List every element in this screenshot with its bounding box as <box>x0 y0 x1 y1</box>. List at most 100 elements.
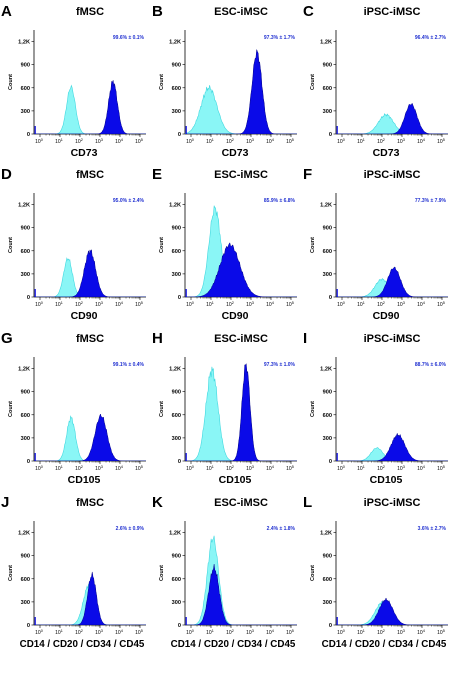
x-tick-label: 103 <box>95 629 103 636</box>
x-tick-base: 10 <box>246 466 252 472</box>
x-tick-base: 10 <box>357 139 363 145</box>
x-tick-exponent: 0 <box>192 138 194 142</box>
x-axis-label: CD105 <box>219 474 252 486</box>
x-tick-label: 105 <box>437 629 445 636</box>
x-tick-exponent: 5 <box>292 301 294 305</box>
y-tick-label: 0 <box>27 459 30 465</box>
positive-percentage: 3.6% ± 2.7% <box>418 526 447 532</box>
x-tick-label: 100 <box>186 629 194 636</box>
x-tick-exponent: 5 <box>443 629 445 633</box>
x-tick-label: 105 <box>286 465 294 472</box>
y-tick-label: 600 <box>323 577 332 583</box>
y-tick-label: 300 <box>323 600 332 606</box>
x-tick-label: 103 <box>246 465 254 472</box>
x-tick-exponent: 1 <box>61 138 63 142</box>
x-tick-exponent: 5 <box>141 629 143 633</box>
y-axis-label: Count <box>159 237 165 253</box>
x-tick-exponent: 2 <box>232 629 234 633</box>
panel-letter: I <box>303 330 307 347</box>
x-tick-exponent: 1 <box>363 301 365 305</box>
y-axis-label: Count <box>159 401 165 417</box>
x-tick-base: 10 <box>397 302 403 308</box>
x-tick-base: 10 <box>186 630 192 636</box>
x-tick-exponent: 2 <box>81 629 83 633</box>
x-tick-exponent: 4 <box>272 138 274 142</box>
x-tick-label: 102 <box>377 301 385 308</box>
y-tick-label: 600 <box>21 249 30 255</box>
panel-title: fMSC <box>76 497 104 509</box>
y-tick-label: 300 <box>21 272 30 278</box>
y-axis-label: Count <box>8 237 14 253</box>
x-tick-base: 10 <box>437 302 443 308</box>
x-tick-label: 101 <box>55 629 63 636</box>
x-tick-exponent: 4 <box>423 138 425 142</box>
x-tick-label: 100 <box>186 138 194 145</box>
x-tick-base: 10 <box>206 302 212 308</box>
y-tick-label: 1,2K <box>320 203 332 209</box>
x-tick-label: 100 <box>35 465 43 472</box>
x-tick-base: 10 <box>266 302 272 308</box>
x-tick-base: 10 <box>226 139 232 145</box>
y-axis-label: Count <box>8 401 14 417</box>
x-tick-exponent: 0 <box>343 629 345 633</box>
marker-histogram <box>34 80 146 134</box>
x-tick-label: 102 <box>377 465 385 472</box>
x-tick-base: 10 <box>95 466 101 472</box>
x-tick-label: 100 <box>35 138 43 145</box>
x-tick-exponent: 4 <box>423 465 425 469</box>
x-tick-exponent: 3 <box>101 629 103 633</box>
x-tick-base: 10 <box>186 302 192 308</box>
y-tick-label: 900 <box>21 390 30 396</box>
y-tick-label: 600 <box>21 577 30 583</box>
y-axis-label: Count <box>159 74 165 90</box>
x-tick-base: 10 <box>135 630 141 636</box>
marker-histogram <box>336 597 448 625</box>
panel-title: ESC-iMSC <box>214 497 268 509</box>
x-tick-exponent: 3 <box>403 301 405 305</box>
x-tick-exponent: 0 <box>343 465 345 469</box>
x-tick-exponent: 4 <box>272 629 274 633</box>
x-tick-label: 103 <box>95 465 103 472</box>
x-tick-base: 10 <box>226 630 232 636</box>
x-tick-base: 10 <box>95 139 101 145</box>
y-tick-label: 0 <box>329 459 332 465</box>
positive-percentage: 97.3% ± 1.0% <box>264 362 296 368</box>
x-tick-exponent: 5 <box>292 465 294 469</box>
x-tick-exponent: 3 <box>252 465 254 469</box>
y-tick-label: 0 <box>178 132 181 138</box>
x-tick-exponent: 0 <box>192 465 194 469</box>
y-tick-label: 300 <box>323 436 332 442</box>
x-tick-exponent: 0 <box>192 629 194 633</box>
x-tick-base: 10 <box>206 630 212 636</box>
marker-histogram <box>185 242 297 297</box>
x-tick-base: 10 <box>417 139 423 145</box>
x-tick-label: 104 <box>417 301 425 308</box>
x-tick-label: 102 <box>226 138 234 145</box>
x-tick-exponent: 3 <box>101 301 103 305</box>
x-tick-base: 10 <box>337 630 343 636</box>
x-tick-label: 103 <box>397 465 405 472</box>
y-tick-label: 1,2K <box>18 367 30 373</box>
x-axis-label: CD90 <box>71 310 98 322</box>
x-tick-base: 10 <box>377 466 383 472</box>
x-tick-label: 103 <box>246 138 254 145</box>
x-tick-label: 103 <box>397 138 405 145</box>
x-tick-base: 10 <box>35 302 41 308</box>
x-tick-label: 105 <box>437 138 445 145</box>
panel-letter: D <box>1 166 12 183</box>
panel-letter: F <box>303 166 312 183</box>
x-tick-label: 105 <box>437 465 445 472</box>
panel-title: fMSC <box>76 6 104 18</box>
y-tick-label: 1,2K <box>169 40 181 46</box>
positive-percentage: 77.3% ± 7.9% <box>415 198 447 204</box>
x-tick-exponent: 1 <box>61 629 63 633</box>
x-tick-base: 10 <box>75 139 81 145</box>
y-tick-label: 1,2K <box>18 203 30 209</box>
y-tick-label: 300 <box>21 109 30 115</box>
x-tick-label: 105 <box>135 138 143 145</box>
x-tick-base: 10 <box>75 466 81 472</box>
